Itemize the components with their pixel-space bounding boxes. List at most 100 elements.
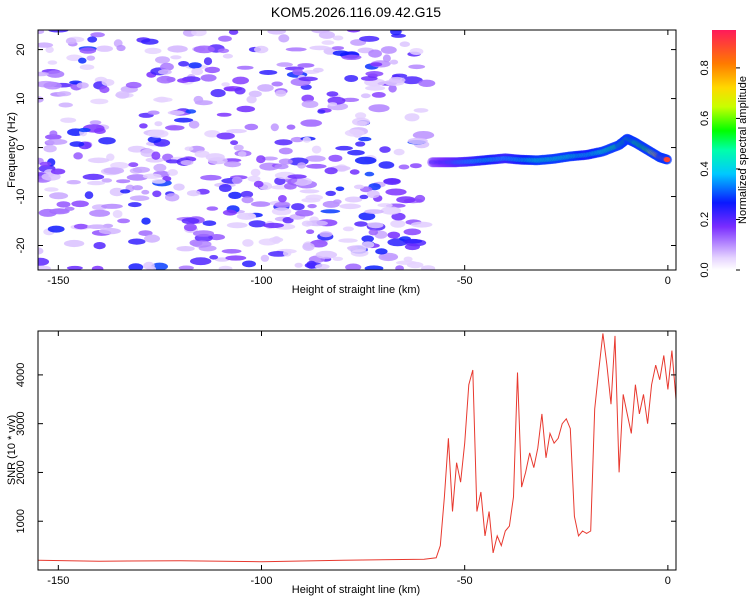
- noise-blob: [47, 60, 58, 65]
- noise-blob: [393, 148, 405, 156]
- noise-blob: [382, 54, 391, 63]
- noise-blob: [398, 164, 410, 170]
- noise-blob: [218, 265, 233, 270]
- noise-blob: [399, 41, 410, 47]
- colorbar-label: Normalized spectral amplitude: [737, 76, 749, 224]
- noise-blob: [271, 81, 284, 87]
- noise-blob: [276, 62, 293, 67]
- noise-blob: [347, 149, 365, 156]
- noise-blob: [284, 182, 297, 190]
- noise-blob: [364, 171, 375, 177]
- noise-blob: [145, 157, 164, 163]
- noise-blob: [194, 150, 210, 158]
- noise-blob: [346, 30, 361, 33]
- noise-blob: [151, 151, 161, 160]
- spectrogram-y-tick-label: 20: [15, 43, 27, 55]
- noise-blob: [64, 206, 75, 211]
- snr-x-tick-label: -100: [250, 575, 272, 587]
- noise-blob: [325, 190, 337, 196]
- noise-blob: [216, 132, 235, 140]
- noise-blob: [38, 96, 44, 103]
- noise-blob: [167, 110, 185, 115]
- noise-blob: [66, 180, 81, 185]
- noise-blob: [126, 174, 148, 181]
- noise-blob: [191, 68, 204, 76]
- noise-blob: [294, 262, 303, 268]
- noise-blob: [202, 220, 217, 226]
- spectrogram-signal-layer: [427, 133, 673, 168]
- noise-blob: [183, 223, 197, 232]
- noise-blob: [115, 91, 130, 99]
- spectrogram-y-tick-label: -20: [15, 238, 27, 254]
- noise-blob: [349, 169, 360, 175]
- noise-blob: [396, 196, 416, 204]
- noise-blob: [39, 161, 52, 167]
- noise-blob: [257, 84, 274, 92]
- noise-blob: [341, 54, 362, 60]
- noise-blob: [128, 238, 146, 245]
- snr-panel: -150 -100 -50 0 1000 2000 3000 4000 Height of …: [6, 330, 677, 596]
- noise-blob: [378, 161, 395, 169]
- noise-blob: [46, 70, 65, 78]
- noise-blob: [205, 153, 225, 162]
- noise-blob: [306, 163, 327, 169]
- noise-blob: [87, 224, 108, 229]
- noise-blob: [165, 193, 180, 202]
- noise-blob: [270, 123, 279, 132]
- noise-blob: [154, 121, 163, 127]
- noise-blob: [274, 177, 286, 186]
- noise-blob: [193, 95, 204, 104]
- noise-blob: [210, 89, 226, 98]
- noise-blob: [315, 250, 338, 259]
- noise-blob: [272, 236, 281, 244]
- noise-blob: [109, 187, 125, 197]
- noise-blob: [84, 191, 94, 200]
- noise-blob: [65, 37, 77, 45]
- noise-blob: [311, 145, 322, 154]
- spectrogram-frame: [37, 29, 677, 271]
- noise-blob: [286, 124, 296, 130]
- noise-blob: [332, 50, 350, 56]
- noise-blob: [300, 119, 323, 127]
- noise-blob: [332, 199, 342, 205]
- noise-blob: [246, 95, 257, 104]
- noise-blob: [50, 168, 66, 175]
- noise-blob: [129, 195, 150, 201]
- noise-blob: [49, 130, 58, 137]
- noise-blob: [232, 76, 250, 85]
- noise-blob: [147, 129, 169, 138]
- noise-blob: [360, 76, 378, 81]
- noise-blob: [278, 195, 287, 203]
- noise-blob: [301, 100, 319, 108]
- noise-blob: [192, 230, 215, 237]
- noise-blob: [128, 263, 144, 270]
- noise-blob: [167, 45, 188, 53]
- noise-blob: [233, 144, 244, 151]
- noise-blob: [312, 67, 324, 73]
- noise-blob: [354, 221, 368, 227]
- noise-blob: [56, 91, 72, 97]
- noise-blob: [191, 240, 212, 248]
- colorbar-tick-label: 0.6: [699, 111, 711, 126]
- noise-blob: [49, 208, 70, 215]
- noise-blob: [341, 97, 360, 102]
- noise-blob: [248, 90, 262, 98]
- snr-y-tick-label: 2000: [15, 460, 27, 484]
- noise-blob: [41, 172, 61, 181]
- noise-blob: [45, 138, 68, 145]
- noise-blob: [305, 155, 326, 162]
- noise-blob: [368, 104, 390, 113]
- noise-blob: [87, 36, 98, 43]
- noise-blob: [295, 209, 314, 217]
- noise-blob: [128, 202, 142, 208]
- noise-blob: [158, 69, 172, 75]
- noise-blob: [297, 63, 315, 68]
- noise-blob: [138, 230, 153, 237]
- noise-blob: [38, 42, 54, 48]
- noise-blob: [301, 197, 321, 203]
- noise-blob: [344, 196, 363, 203]
- spectrogram-y-tick-label: -10: [15, 189, 27, 205]
- noise-blob: [310, 239, 328, 248]
- noise-blob: [38, 247, 44, 255]
- snr-background: [38, 331, 676, 570]
